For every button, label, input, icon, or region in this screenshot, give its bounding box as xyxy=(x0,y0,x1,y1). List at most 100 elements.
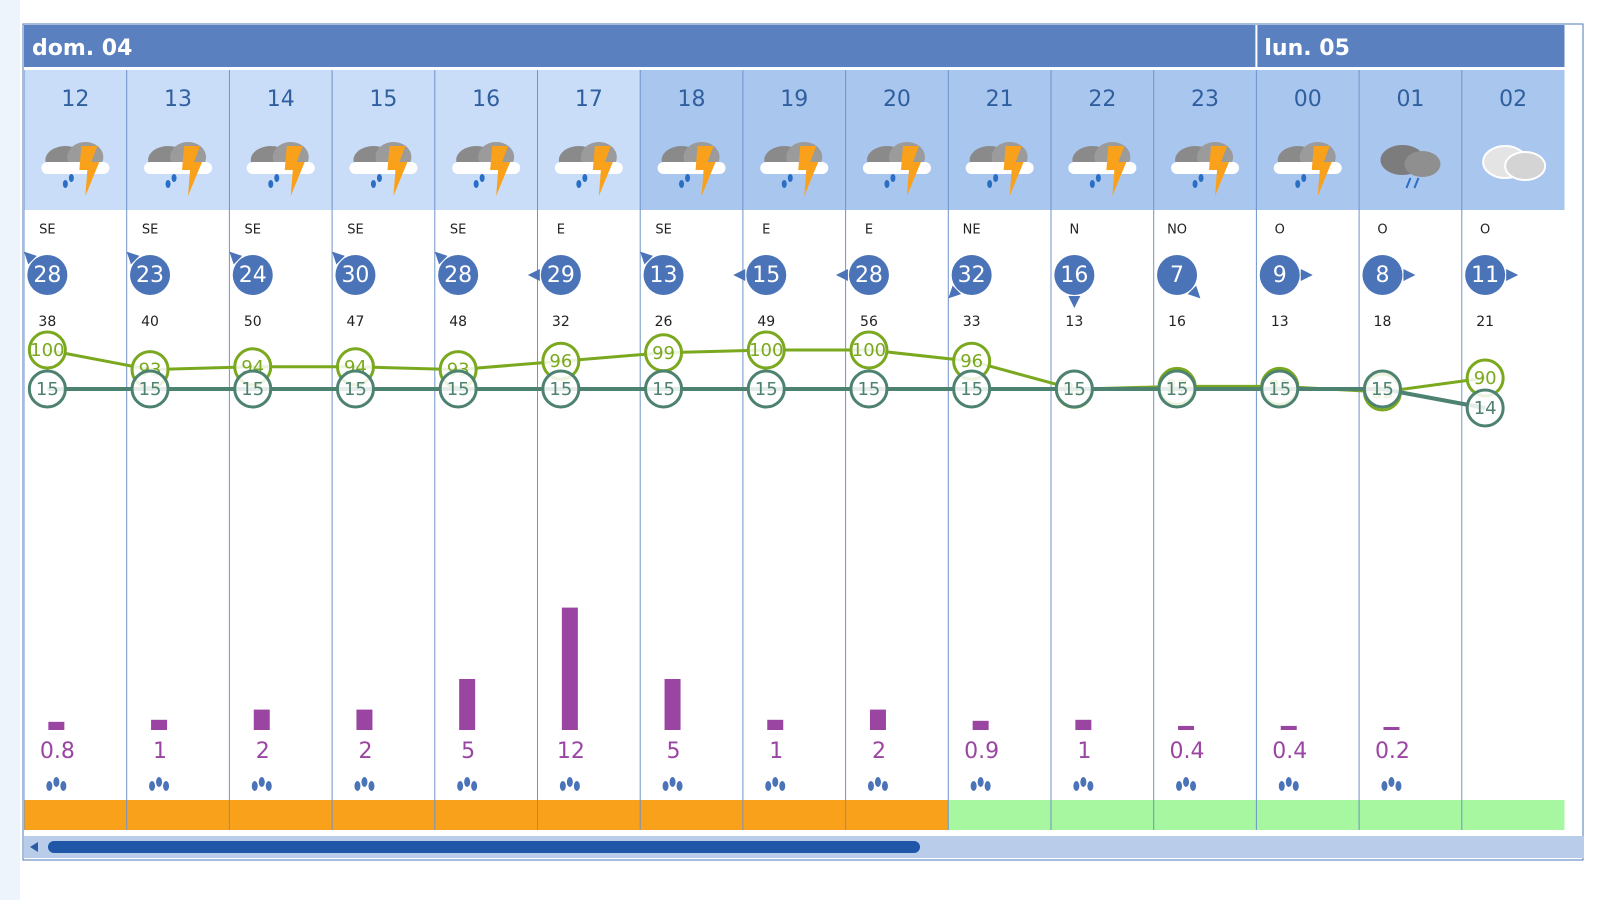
precip-value: 0.4 xyxy=(1272,739,1307,764)
hour-header xyxy=(1461,70,1565,210)
drops-icon xyxy=(1176,777,1197,791)
drop xyxy=(60,781,67,791)
hour-label: 16 xyxy=(472,87,500,112)
cloud xyxy=(760,162,829,174)
cloud xyxy=(452,162,521,174)
wind-speed: 15 xyxy=(752,263,780,288)
cloud xyxy=(144,162,213,174)
precip-bar xyxy=(1178,725,1195,730)
precip-bar xyxy=(1280,725,1297,730)
hour-header xyxy=(24,70,127,210)
wind-badge xyxy=(643,255,684,295)
day-header xyxy=(24,25,1257,67)
precip-bar xyxy=(767,719,784,730)
alert-band xyxy=(24,800,127,830)
alert-band xyxy=(126,800,230,830)
drops-icon xyxy=(765,777,786,791)
wind-speed: 30 xyxy=(341,263,369,288)
drop xyxy=(582,174,588,182)
precip-bar xyxy=(459,679,476,730)
weather-icon xyxy=(144,142,213,196)
day-label: dom. 04 xyxy=(32,36,132,61)
weather-icon xyxy=(1068,142,1137,196)
hour-header xyxy=(640,70,743,210)
wind-speed: 7 xyxy=(1170,263,1184,288)
temperature-value: 15 xyxy=(549,379,572,400)
drop xyxy=(370,180,376,188)
alert-band xyxy=(1256,800,1360,830)
alert-band xyxy=(1153,800,1257,830)
temperature-value: 15 xyxy=(960,379,983,400)
hour-header xyxy=(434,70,538,210)
drop xyxy=(881,781,888,791)
humidity-value: 96 xyxy=(549,351,572,372)
drop xyxy=(1073,781,1080,791)
gust: 56 xyxy=(860,314,878,330)
drop xyxy=(163,781,170,791)
wind-direction: SE xyxy=(347,223,363,238)
drop xyxy=(1295,180,1301,188)
wind-arrow xyxy=(126,251,140,265)
gust: 26 xyxy=(655,314,673,330)
gust: 40 xyxy=(141,314,159,330)
bolt xyxy=(490,146,511,196)
drop xyxy=(984,781,991,791)
drops-icon xyxy=(970,777,991,791)
drop xyxy=(268,180,274,188)
temperature-value: 15 xyxy=(1063,379,1086,400)
temperature-marker xyxy=(1465,388,1505,428)
gust: 48 xyxy=(449,314,467,330)
precip-bar xyxy=(1075,719,1092,730)
weather-icon xyxy=(1273,142,1342,196)
drops-icon xyxy=(867,777,888,791)
temperature-marker xyxy=(746,369,786,409)
drop xyxy=(361,777,368,787)
alert-band xyxy=(948,800,1051,830)
hour-label: 12 xyxy=(61,87,89,112)
day-label: lun. 05 xyxy=(1264,36,1350,61)
gust: 18 xyxy=(1374,314,1392,330)
wind-speed: 8 xyxy=(1375,263,1389,288)
drop xyxy=(970,781,977,791)
hour-header xyxy=(948,70,1051,210)
precip-value: 2 xyxy=(872,739,886,764)
drops-icon xyxy=(1073,777,1094,791)
hour-header xyxy=(1256,70,1360,210)
drop xyxy=(171,174,177,182)
precip-value: 2 xyxy=(358,739,372,764)
wind-arrow xyxy=(835,269,848,281)
temperature-value: 15 xyxy=(139,379,162,400)
bolt xyxy=(1106,146,1127,196)
bolt xyxy=(798,146,819,196)
bolt xyxy=(79,146,100,196)
bolt xyxy=(387,146,408,196)
wind-arrow xyxy=(527,269,540,281)
wind-badge xyxy=(540,255,581,295)
weather-icon xyxy=(965,142,1034,196)
drop xyxy=(787,174,793,182)
hour-header xyxy=(845,70,949,210)
wind-arrow xyxy=(1300,269,1313,281)
wind-arrow xyxy=(948,285,962,299)
hour-label: 21 xyxy=(986,87,1014,112)
cloud xyxy=(1504,151,1547,181)
bolt xyxy=(182,146,203,196)
hour-label: 15 xyxy=(369,87,397,112)
precip-value: 5 xyxy=(461,739,475,764)
temperature-value: 15 xyxy=(1371,379,1394,400)
day-header xyxy=(1256,25,1565,67)
temperature-marker xyxy=(541,369,581,409)
wind-badge xyxy=(848,255,889,295)
wind-direction: SE xyxy=(39,223,55,238)
precip-bar xyxy=(356,709,373,730)
hour-label: 23 xyxy=(1191,87,1219,112)
humidity-value: 100 xyxy=(30,340,64,361)
wind-speed: 28 xyxy=(855,263,883,288)
temperature-value: 15 xyxy=(1268,379,1291,400)
drop xyxy=(890,174,896,182)
cloud xyxy=(1068,162,1137,174)
scroll-thumb[interactable] xyxy=(48,841,920,853)
scroll-left[interactable] xyxy=(30,842,38,852)
drop xyxy=(566,777,573,787)
temperature-marker xyxy=(644,369,684,409)
